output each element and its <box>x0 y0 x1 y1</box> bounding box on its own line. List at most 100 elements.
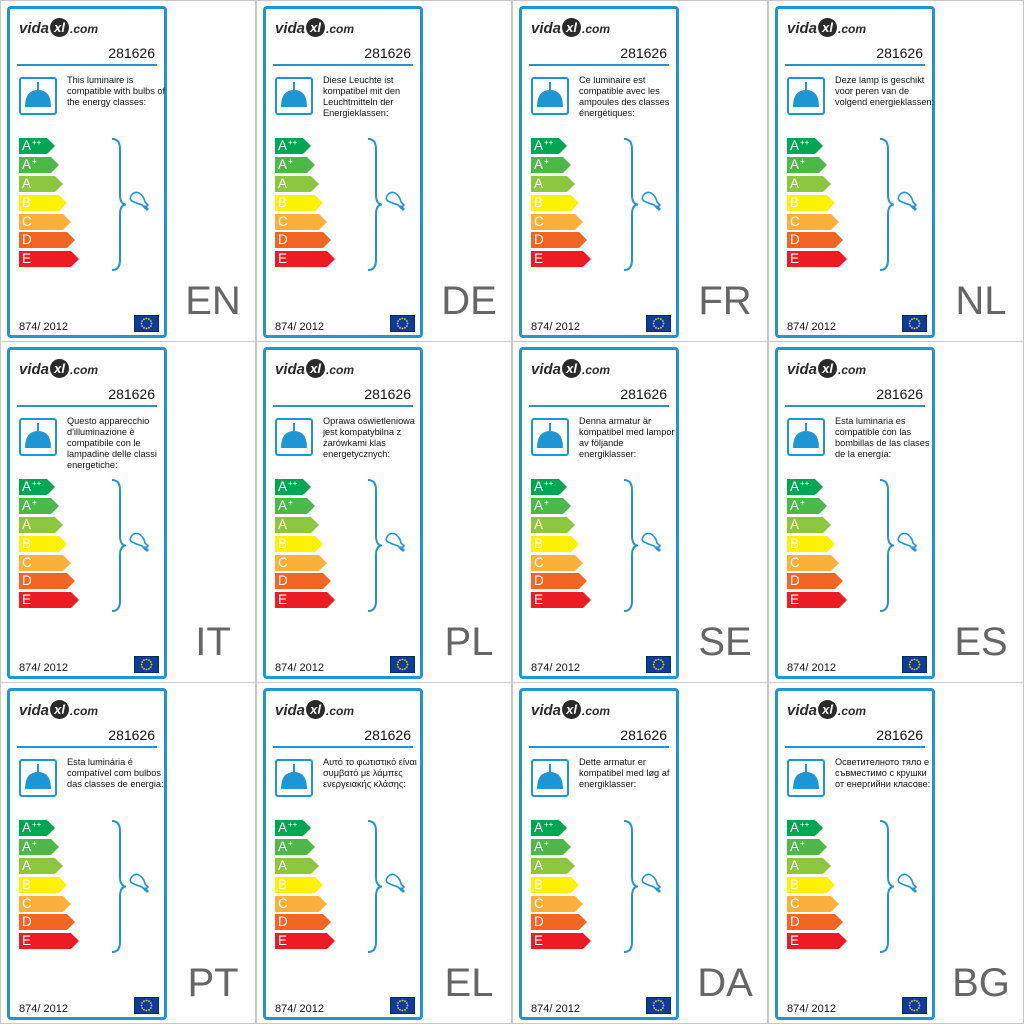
regulation-number: 874/ 2012 <box>787 662 836 674</box>
energy-class-superscript: ++ <box>288 820 298 829</box>
eu-star <box>404 659 406 662</box>
energy-class-letter: B <box>22 194 32 210</box>
energy-class-letter: A <box>790 497 800 513</box>
energy-class-letter: A <box>534 479 544 494</box>
divider <box>529 405 669 407</box>
eu-flag-icon <box>646 997 671 1014</box>
eu-star <box>653 325 656 327</box>
compatibility-text: Oprawa oświetleniowa jest kompatybilna z… <box>323 416 415 459</box>
language-code: NL <box>955 279 1007 323</box>
bracket-icon <box>878 478 897 618</box>
energy-class-arrow <box>19 573 75 590</box>
eu-star <box>653 666 656 668</box>
energy-class-e: E <box>275 592 337 609</box>
energy-class-arrow <box>787 914 843 931</box>
energy-class-arrow <box>531 251 591 268</box>
energy-class-letter: A <box>790 175 800 191</box>
eu-star <box>911 667 913 670</box>
energy-class-c: C <box>19 895 73 912</box>
eu-star <box>148 1000 150 1003</box>
eu-star <box>396 1004 399 1007</box>
energy-class-arrow <box>275 592 335 609</box>
eu-star <box>655 659 657 662</box>
energy-class-arrow <box>19 479 55 495</box>
energy-class-arrow <box>531 175 575 192</box>
energy-class-superscript: + <box>800 838 805 848</box>
product-code: 281626 <box>108 45 155 61</box>
energy-class-superscript: + <box>32 156 37 166</box>
energy-class-a-plus: A + <box>19 838 61 855</box>
eu-star <box>401 668 404 671</box>
energy-class-letter: C <box>278 895 288 911</box>
energy-class-scale: A ++ A + A B C D E <box>531 138 593 270</box>
label-cell-fr: vida xl .com 281626 Ce luminaire est compa… <box>512 0 768 342</box>
eu-star <box>909 1002 912 1004</box>
eu-star <box>401 999 404 1002</box>
light-bulb-icon <box>384 531 408 562</box>
eu-star <box>913 658 916 661</box>
energy-class-arrow <box>531 933 591 950</box>
bracket-icon <box>366 137 385 277</box>
energy-class-letter: E <box>278 933 288 949</box>
energy-class-superscript: ++ <box>32 820 42 829</box>
energy-class-c: C <box>275 895 329 912</box>
energy-class-a-plus-plus: A ++ <box>19 479 57 495</box>
eu-star <box>657 327 660 330</box>
eu-flag-icon <box>134 315 159 332</box>
eu-star <box>660 318 662 321</box>
energy-class-b: B <box>275 876 325 893</box>
language-code: EN <box>185 279 241 323</box>
eu-star <box>396 663 399 666</box>
energy-class-arrow <box>787 479 823 495</box>
energy-class-a: A <box>19 857 65 874</box>
energy-class-letter: D <box>534 232 544 248</box>
divider <box>17 64 157 66</box>
energy-class-c: C <box>19 554 73 571</box>
light-bulb-icon <box>640 872 664 903</box>
divider <box>785 405 925 407</box>
energy-class-a-plus: A + <box>531 497 573 514</box>
energy-class-arrow <box>787 138 823 154</box>
energy-class-b: B <box>275 535 325 552</box>
energy-class-arrow <box>787 838 827 855</box>
energy-class-c: C <box>275 554 329 571</box>
divider <box>17 405 157 407</box>
energy-class-letter: A <box>534 838 544 854</box>
eu-star <box>652 663 655 666</box>
energy-class-b: B <box>19 535 69 552</box>
eu-star <box>148 667 150 670</box>
energy-class-letter: B <box>278 194 288 210</box>
eu-star <box>655 1000 657 1003</box>
light-bulb-icon <box>384 872 408 903</box>
energy-class-arrow <box>531 232 587 249</box>
energy-class-d: D <box>531 573 589 590</box>
light-bulb-icon <box>896 872 920 903</box>
eu-star <box>908 1004 911 1007</box>
energy-class-letter: D <box>790 573 800 589</box>
energy-class-arrow <box>275 156 315 173</box>
energy-class-d: D <box>19 573 77 590</box>
eu-star <box>660 1000 662 1003</box>
energy-class-e: E <box>275 251 337 268</box>
energy-class-e: E <box>275 933 337 950</box>
energy-class-arrow <box>19 592 79 609</box>
energy-class-a-plus: A + <box>19 156 61 173</box>
energy-class-arrow <box>19 213 71 230</box>
eu-star <box>660 1008 662 1011</box>
eu-star <box>909 325 912 327</box>
eu-star <box>148 1008 150 1011</box>
compatibility-text: Denna armatur är kompatibel med lampor a… <box>579 416 675 459</box>
eu-flag-icon <box>390 315 415 332</box>
energy-class-letter: A <box>790 838 800 854</box>
language-code: SE <box>698 620 752 664</box>
eu-star <box>918 663 921 666</box>
vidaxl-logo: vida xl .com <box>275 699 355 719</box>
energy-class-letter: A <box>22 497 32 513</box>
energy-class-d: D <box>531 914 589 931</box>
energy-class-arrow <box>531 479 567 495</box>
pendant-lamp-icon <box>19 759 57 797</box>
bracket-icon <box>110 137 129 277</box>
energy-class-letter: D <box>22 232 32 248</box>
energy-class-arrow <box>531 516 575 533</box>
energy-class-letter: C <box>278 213 288 229</box>
